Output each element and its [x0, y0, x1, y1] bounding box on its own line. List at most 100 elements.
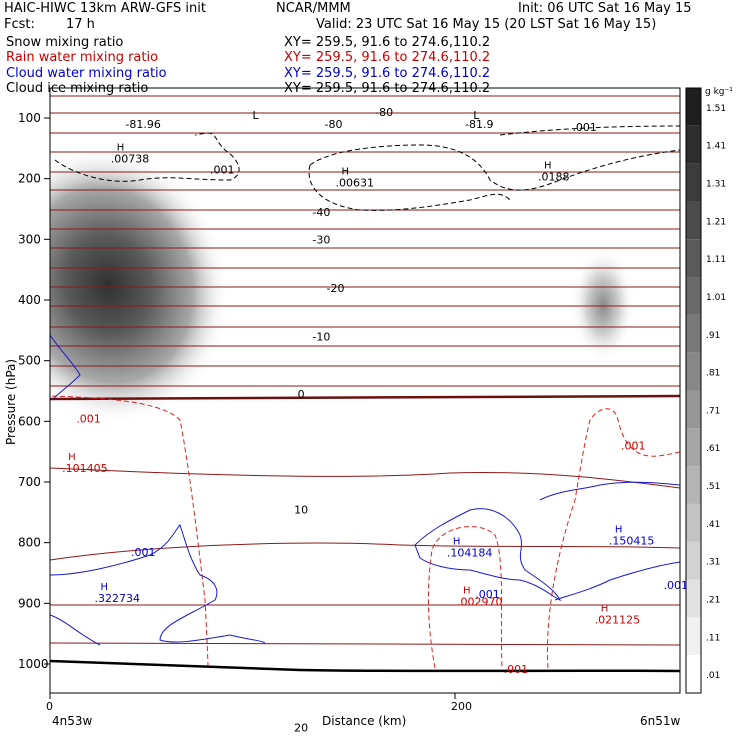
colorbar-swatch	[686, 503, 701, 542]
cloud-ice-contour-2	[308, 164, 511, 211]
colorbar-swatch	[686, 541, 701, 580]
colorbar-label: .31	[706, 558, 720, 568]
y-tick-label: 1000	[18, 657, 49, 671]
snow-shading	[50, 146, 635, 424]
field-xy-rain: XY= 259.5, 91.6 to 274.6,110.2	[284, 50, 491, 65]
colorbar-label: .61	[706, 444, 720, 454]
right-endpoint: 6n51w	[640, 714, 681, 728]
temperature-contour-15c	[49, 542, 681, 561]
y-tick-label: 500	[18, 354, 41, 368]
contour-value-label: .001	[572, 121, 597, 134]
colorbar-swatch	[686, 579, 701, 618]
temperature-label: -80	[375, 106, 393, 119]
high-marker: H	[342, 167, 350, 178]
colorbar-label: 1.01	[706, 293, 726, 303]
temperature-label: 20	[294, 722, 308, 735]
colorbar-label: .11	[706, 633, 720, 643]
y-axis: 100 200 300 400 500 600 700 800 900 1000	[18, 111, 50, 671]
colorbar-swatch	[686, 88, 701, 126]
field-name-snow: Snow mixing ratio	[6, 35, 124, 50]
colorbar-label: .81	[706, 369, 720, 379]
colorbar-label: 1.41	[706, 142, 726, 152]
rain-contour-right	[547, 408, 681, 669]
terrain-line	[49, 659, 681, 673]
colorbar-swatch	[686, 390, 701, 429]
colorbar-swatch	[686, 163, 701, 202]
colorbar-swatch	[686, 352, 701, 391]
y-tick-label: 400	[18, 293, 41, 307]
high-value: .00631	[336, 177, 375, 190]
colorbar: 1.51 1.41 1.31 1.21 1.11 1.01 .91 .81 .71 .61 .51.…	[685, 87, 726, 694]
y-tick-label: 800	[18, 536, 41, 550]
low-marker: L	[473, 109, 480, 122]
x-tick-label: 0	[46, 700, 53, 713]
colorbar-label: .71	[706, 406, 720, 416]
y-tick-label: 200	[18, 172, 41, 186]
high-marker: H	[544, 161, 552, 172]
contour-value-label: .001	[664, 579, 689, 592]
high-value: .104184	[447, 547, 493, 560]
left-endpoint: 4n53w	[52, 714, 93, 728]
high-value: .021125	[595, 613, 641, 626]
high-marker: H	[68, 452, 76, 463]
colorbar-label: 1.21	[706, 217, 726, 227]
colorbar-swatch	[686, 655, 701, 693]
forecast-hour: 17 h	[66, 17, 95, 32]
colorbar-swatch	[686, 466, 701, 504]
colorbar-label: .51	[706, 482, 720, 492]
cloud-water-contour-right	[539, 481, 681, 601]
high-value: .002970	[457, 595, 503, 608]
contour-value-label: .001	[504, 663, 528, 676]
temperature-contour-20c	[49, 604, 681, 607]
contour-value-label: .001	[76, 412, 101, 425]
field-xy-cloud-water: XY= 259.5, 91.6 to 274.6,110.2	[284, 66, 491, 81]
temperature-contour-25c	[49, 642, 681, 646]
temperature-contour	[50, 112, 680, 115]
forecast-label: Fcst:	[4, 17, 35, 32]
x-axis-title: Distance (km)	[322, 714, 406, 728]
high-marker: H	[601, 603, 609, 614]
temperature-contour	[50, 95, 680, 98]
temperature-label: -20	[327, 282, 345, 295]
colorbar-swatch	[686, 277, 701, 315]
y-tick-label: 600	[18, 414, 41, 428]
contour-value-label: .001	[621, 440, 646, 453]
y-tick-label: 700	[18, 475, 41, 489]
y-tick-label: 900	[18, 596, 41, 610]
colorbar-label: 1.31	[706, 180, 726, 190]
high-value: .150415	[609, 535, 655, 548]
temperature-label: -81.96	[125, 118, 160, 131]
temperature-label: -81.9	[465, 118, 493, 131]
high-marker: H	[463, 585, 471, 596]
contour-value-label: .001	[210, 164, 235, 177]
snow-secondary	[571, 247, 635, 363]
contour-value-label: .001	[131, 546, 156, 559]
snow-core	[50, 146, 230, 424]
x-axis: 0 200	[46, 693, 472, 713]
colorbar-label: 1.51	[706, 104, 726, 114]
y-tick-label: 100	[18, 111, 41, 125]
high-marker: H	[453, 537, 461, 548]
y-axis-title: Pressure (hPa)	[4, 359, 18, 445]
high-value: .00738	[111, 152, 150, 165]
temperature-label: -10	[312, 330, 330, 343]
contour-value-label: .001	[475, 588, 500, 601]
colorbar-label: 1.11	[706, 255, 726, 265]
temperature-contour-10c	[49, 467, 681, 489]
valid-time: Valid: 23 UTC Sat 16 May 15 (20 LST Sat …	[316, 17, 657, 32]
cloud-water-contour-mid	[414, 508, 562, 602]
x-tick-label: 200	[451, 700, 472, 713]
colorbar-swatch	[686, 314, 701, 353]
colorbar-swatch	[686, 617, 701, 656]
colorbar-unit: g kg⁻¹	[705, 87, 733, 97]
high-marker: H	[615, 525, 623, 536]
temperature-label: -30	[312, 233, 330, 246]
field-xy-snow: XY= 259.5, 91.6 to 274.6,110.2	[284, 35, 491, 50]
cloud-ice-contour	[54, 125, 681, 191]
colorbar-label: .21	[706, 595, 720, 605]
plot-frame	[49, 87, 681, 694]
temperature-label: -80	[325, 118, 343, 131]
colorbar-label: .41	[706, 520, 720, 530]
